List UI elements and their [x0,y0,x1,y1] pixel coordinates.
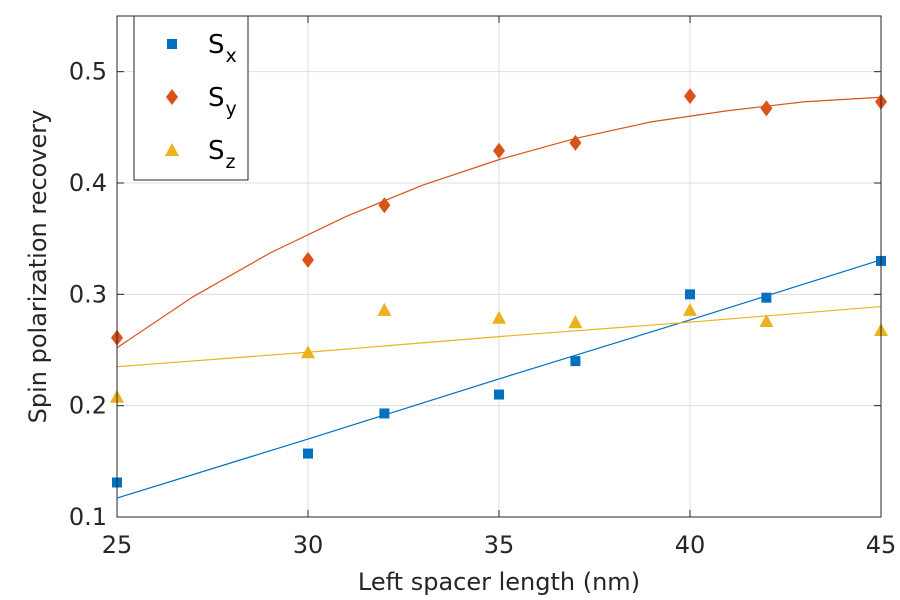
legend-marker-x [167,39,177,49]
point-z [492,310,506,324]
point-y [684,88,696,105]
x-tick-label: 45 [866,531,897,559]
fit-line-x [116,259,882,499]
point-x [570,356,581,367]
fit-lines [116,96,882,499]
y-tick-label: 0.2 [69,392,107,420]
x-tick-label: 25 [102,531,133,559]
point-z [377,302,392,316]
point-x [303,448,313,459]
legend-label-y: Sy [208,83,237,120]
legend-marker-z [165,143,179,156]
point-x [494,389,504,400]
legend-marker-y [166,89,178,105]
data-markers [110,88,888,488]
y-tick-label: 0.4 [69,169,107,197]
y-tick-label: 0.5 [69,58,107,86]
legend: Sx Sy Sz [133,15,249,181]
point-z [683,302,697,316]
y-axis-label: Spin polarization recovery [24,110,52,424]
legend-label-x: Sx [208,30,237,67]
x-axis-label: Left spacer length (nm) [358,568,640,596]
legend-box [133,15,249,181]
point-x [685,289,695,300]
x-tick-label: 40 [675,531,706,559]
point-x [379,408,390,419]
fit-line-z [116,305,882,368]
point-y [302,251,314,268]
point-z [759,314,774,328]
ticks [116,16,882,518]
point-x [761,292,772,303]
point-y [760,100,773,117]
tick-labels: 25 30 35 40 45 0.1 0.2 0.3 0.4 0.5 [69,58,896,559]
point-z [301,345,315,359]
point-y [493,142,505,159]
fit-line-y [116,96,882,349]
x-tick-label: 30 [293,531,324,559]
point-y [378,197,391,214]
point-y [569,134,582,151]
legend-label-z: Sz [208,136,236,173]
y-tick-label: 0.3 [69,280,107,308]
x-tick-label: 35 [484,531,515,559]
point-z [568,315,583,329]
y-tick-label: 0.1 [69,503,107,531]
